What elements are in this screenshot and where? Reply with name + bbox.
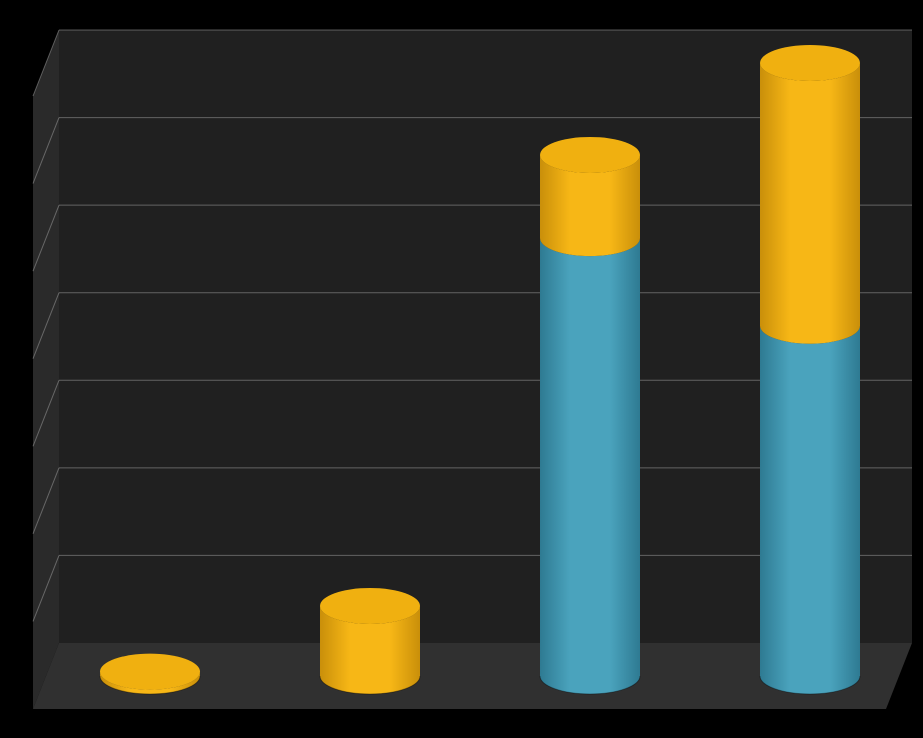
chart-container [0,0,923,738]
bar-3-upper [760,63,860,344]
chart-svg [0,0,923,738]
bar-3-lower [760,326,860,694]
bar-2-lower [540,238,640,694]
